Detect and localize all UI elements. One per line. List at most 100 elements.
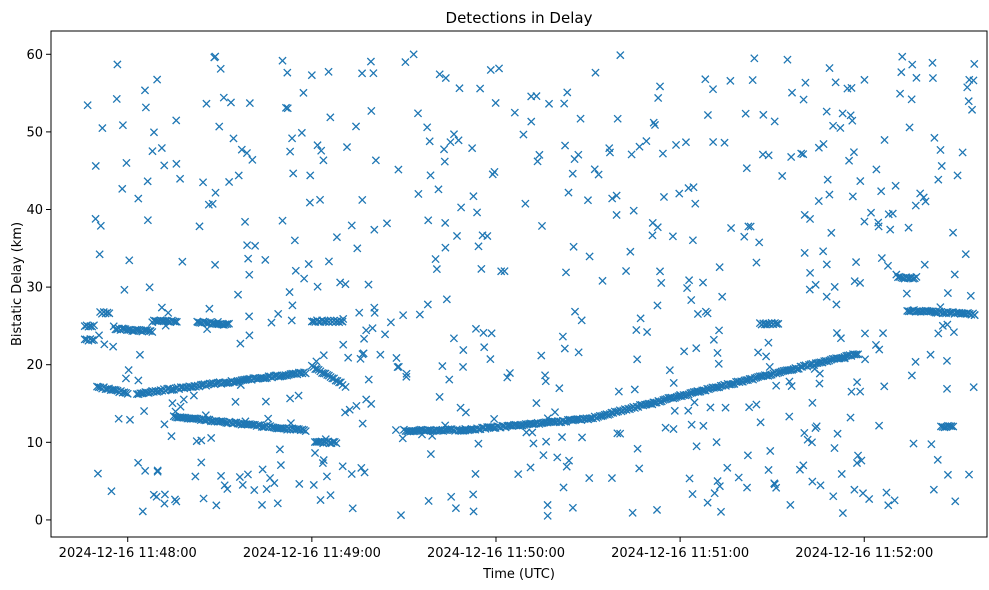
data-point-marker: [338, 317, 347, 326]
data-point-marker: [341, 408, 350, 417]
data-point-marker: [469, 490, 478, 499]
x-axis-label: Time (UTC): [482, 567, 555, 582]
data-point-marker: [680, 347, 689, 356]
data-point-marker: [289, 369, 298, 379]
data-point-marker: [222, 378, 231, 388]
data-point-marker: [446, 138, 455, 147]
data-point-marker: [845, 156, 854, 165]
data-point-marker: [295, 479, 304, 488]
y-tick-label: 40: [26, 203, 43, 218]
data-point-marker: [866, 208, 876, 217]
data-point-marker: [356, 354, 365, 363]
data-point-marker: [167, 432, 176, 441]
data-point-marker: [533, 157, 542, 166]
data-point-marker: [123, 389, 132, 398]
data-point-marker: [366, 57, 375, 66]
data-point-marker: [830, 282, 839, 291]
data-point-marker: [402, 372, 411, 381]
data-point-marker: [345, 405, 354, 414]
data-point-marker: [716, 507, 726, 516]
data-point-marker: [616, 429, 625, 438]
data-point-marker: [785, 377, 794, 386]
data-point-marker: [687, 296, 696, 305]
data-point-marker: [829, 121, 838, 130]
data-point-marker: [800, 210, 809, 219]
data-point-marker: [348, 504, 357, 513]
data-point-marker: [970, 311, 979, 320]
data-point-marker: [121, 374, 131, 383]
data-point-marker: [883, 261, 893, 270]
data-point-marker: [414, 189, 423, 198]
data-point-marker: [890, 496, 899, 505]
data-point-marker: [833, 429, 842, 438]
data-point-marker: [234, 171, 243, 180]
data-point-marker: [635, 464, 644, 473]
data-point-marker: [825, 190, 834, 199]
data-point-marker: [370, 225, 379, 234]
data-point-marker: [273, 499, 282, 508]
data-point-marker: [135, 350, 145, 359]
data-point-marker: [787, 381, 796, 391]
data-point-marker: [963, 83, 972, 92]
data-point-marker: [143, 216, 152, 225]
data-point-marker: [243, 470, 252, 479]
data-point-marker: [216, 471, 226, 480]
data-point-marker: [814, 143, 823, 152]
data-point-marker: [880, 382, 889, 391]
data-point-marker: [557, 433, 567, 442]
data-point-marker: [468, 144, 477, 153]
data-point-marker: [277, 423, 287, 433]
data-point-marker: [836, 123, 845, 133]
data-point-marker: [541, 377, 550, 386]
data-point-marker: [318, 459, 327, 468]
data-point-marker: [688, 236, 697, 245]
data-point-marker: [521, 199, 530, 208]
data-point-marker: [458, 362, 468, 372]
data-point-marker: [287, 316, 296, 325]
data-point-marker: [153, 75, 162, 84]
data-point-marker: [613, 429, 622, 438]
data-point-marker: [103, 308, 112, 317]
data-point-marker: [89, 321, 99, 330]
data-point-marker: [243, 241, 252, 250]
data-point-marker: [948, 228, 958, 237]
data-point-marker: [665, 366, 674, 375]
data-point-marker: [831, 78, 840, 87]
data-point-marker: [299, 88, 308, 97]
data-point-marker: [88, 336, 97, 345]
data-point-marker: [326, 491, 335, 500]
data-point-marker: [426, 450, 435, 459]
data-point-marker: [652, 505, 662, 514]
data-point-marker: [401, 58, 410, 67]
data-point-marker: [657, 278, 666, 287]
data-point-marker: [713, 348, 722, 358]
data-point-marker: [211, 52, 220, 61]
data-point-marker: [544, 99, 554, 108]
data-point-marker: [564, 188, 573, 197]
data-point-marker: [655, 82, 665, 91]
y-axis: 0 10 20 30 40 50 60: [26, 48, 51, 528]
data-point-marker: [480, 343, 489, 352]
data-point-marker: [965, 75, 974, 84]
data-point-marker: [322, 472, 332, 481]
data-point-marker: [721, 403, 730, 412]
data-point-marker: [473, 208, 482, 217]
data-point-marker: [112, 94, 121, 104]
data-point-marker: [822, 292, 831, 301]
data-point-marker: [459, 345, 468, 355]
data-point-marker: [317, 146, 326, 155]
data-point-marker: [880, 135, 889, 145]
data-point-marker: [537, 351, 546, 360]
data-point-marker: [426, 171, 435, 180]
data-point-marker: [649, 118, 658, 127]
data-point-marker: [734, 473, 743, 482]
data-point-marker: [314, 437, 323, 446]
data-point-marker: [568, 169, 577, 178]
data-point-marker: [477, 264, 486, 273]
data-point-marker: [628, 508, 637, 517]
data-point-marker: [259, 374, 268, 383]
data-point-marker: [843, 351, 852, 360]
data-point-marker: [555, 384, 564, 393]
data-point-marker: [856, 177, 865, 186]
data-point-marker: [570, 307, 580, 316]
